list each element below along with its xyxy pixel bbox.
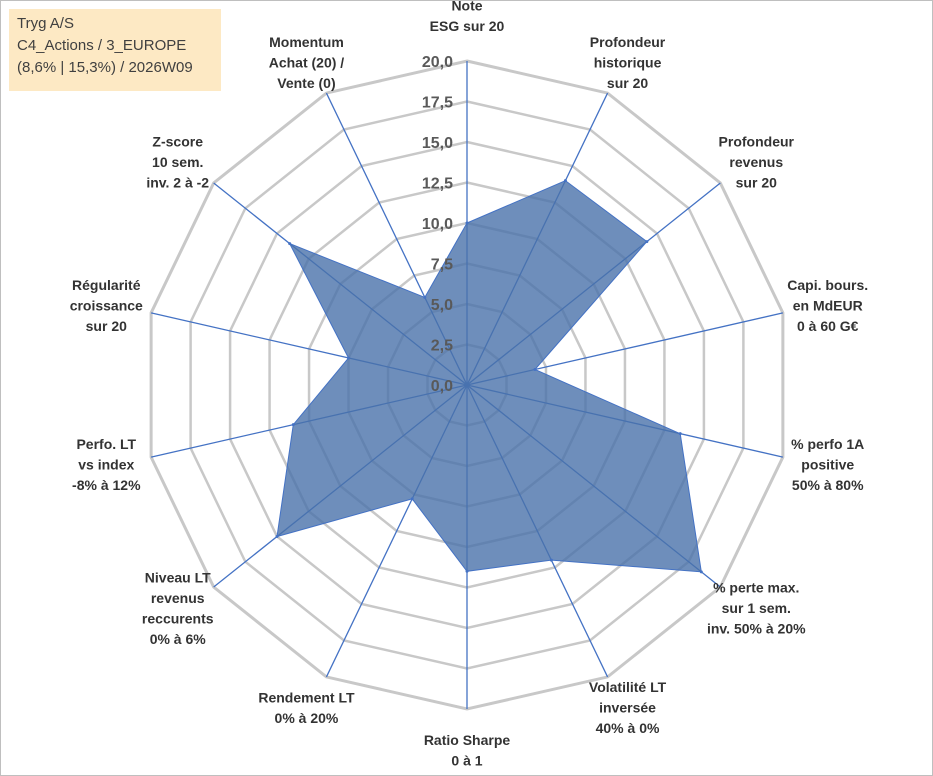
data-point-0 [465, 221, 469, 225]
axis-label-11: Régularité croissance sur 20 [70, 277, 143, 334]
axis-label-line: 0 à 1 [451, 753, 482, 769]
axis-label-1: Profondeur historique sur 20 [590, 34, 666, 91]
axis-label-line: Rendement LT [258, 689, 355, 705]
data-series [275, 179, 703, 574]
axis-label-line: 0 à 60 G€ [797, 318, 859, 334]
axis-label-0: Note ESG sur 20 [430, 0, 505, 34]
data-point-13 [423, 295, 427, 299]
tick-label-4: 10,0 [422, 216, 453, 233]
axis-label-line: % perfo 1A [791, 436, 864, 452]
data-point-6 [549, 558, 553, 562]
axis-label-line: inv. 2 à -2 [146, 174, 209, 190]
axis-label-9: Niveau LT revenus reccurents 0% à 6% [142, 569, 214, 647]
data-point-12 [288, 242, 292, 246]
data-point-5 [699, 570, 703, 574]
axis-label-line: Achat (20) / [269, 54, 345, 70]
tick-label-8: 20,0 [422, 54, 453, 71]
axis-label-line: Ratio Sharpe [424, 732, 511, 748]
tick-label-5: 12,5 [422, 176, 453, 193]
axis-label-line: inversée [599, 700, 656, 716]
axis-label-line: Vente (0) [277, 75, 335, 91]
axis-label-line: inv. 50% à 20% [707, 621, 806, 637]
axis-label-line: Momentum [269, 34, 344, 50]
axis-label-line: 10 sem. [152, 154, 203, 170]
axis-label-8: Rendement LT 0% à 20% [258, 689, 355, 726]
axis-label-line: % perte max. [713, 580, 799, 596]
data-point-10 [291, 423, 295, 427]
axis-label-5: % perte max. sur 1 sem. inv. 50% à 20% [707, 580, 806, 637]
axis-label-line: sur 20 [86, 318, 127, 334]
axis-label-line: positive [801, 457, 854, 473]
axis-label-line: Profondeur [719, 133, 795, 149]
axis-label-3: Capi. bours. en MdEUR 0 à 60 G€ [787, 277, 868, 334]
company-name: Tryg A/S [17, 15, 74, 32]
axis-label-line: Régularité [72, 277, 141, 293]
info-box: Tryg A/S C4_Actions / 3_EUROPE (8,6% | 1… [9, 9, 221, 91]
tick-label-3: 7,5 [431, 257, 453, 274]
axis-label-line: Profondeur [590, 34, 666, 50]
axis-label-line: reccurents [142, 610, 214, 626]
axis-label-line: vs index [78, 457, 134, 473]
data-area [276, 180, 702, 573]
data-point-2 [645, 240, 649, 244]
axis-label-line: sur 20 [736, 174, 777, 190]
data-point-9 [275, 535, 279, 539]
category-label: C4_Actions / 3_EUROPE [17, 37, 187, 54]
axis-label-6: Volatilité LT inversée 40% à 0% [589, 679, 667, 736]
axis-label-line: Note [451, 0, 482, 14]
axis-label-line: historique [594, 54, 662, 70]
axis-label-line: 40% à 0% [596, 720, 660, 736]
axis-label-line: sur 20 [607, 75, 648, 91]
axis-label-line: Volatilité LT [589, 679, 667, 695]
axis-label-line: Perfo. LT [76, 436, 136, 452]
axis-label-line: en MdEUR [793, 297, 863, 313]
tick-labels: 0,0 2,5 5,0 7,5 10,0 12,5 15,0 17,5 20,0 [422, 54, 453, 395]
tick-label-1: 2,5 [431, 338, 453, 355]
data-point-1 [563, 179, 567, 183]
axis-label-line: revenus [151, 590, 205, 606]
axis-labels: Note ESG sur 20 Profondeur historique sur 20… [70, 0, 868, 769]
axis-label-line: 0% à 20% [275, 710, 339, 726]
data-point-4 [678, 432, 682, 436]
data-point-8 [410, 497, 414, 501]
tick-label-6: 15,0 [422, 135, 453, 152]
axis-label-line: sur 1 sem. [722, 600, 791, 616]
data-point-7 [465, 569, 469, 573]
axis-label-7: Ratio Sharpe 0 à 1 [424, 732, 511, 769]
axis-label-line: Niveau LT [145, 569, 211, 585]
axis-label-13: Momentum Achat (20) / Vente (0) [269, 34, 345, 91]
axis-label-2: Profondeur revenus sur 20 [719, 133, 795, 190]
tick-label-0: 0,0 [431, 378, 453, 395]
tick-label-7: 17,5 [422, 95, 453, 112]
axis-label-line: 50% à 80% [792, 477, 864, 493]
axis-label-10: Perfo. LT vs index -8% à 12% [72, 436, 141, 493]
period-label: (8,6% | 15,3%) / 2026W09 [17, 59, 193, 76]
axis-label-line: croissance [70, 297, 143, 313]
axis-label-4: % perfo 1A positive 50% à 80% [791, 436, 864, 493]
axis-label-line: Capi. bours. [787, 277, 868, 293]
axis-label-line: -8% à 12% [72, 477, 141, 493]
axis-label-line: 0% à 6% [150, 631, 207, 647]
axis-label-line: revenus [729, 154, 783, 170]
data-point-3 [533, 367, 537, 371]
data-point-11 [347, 356, 351, 360]
axis-label-line: ESG sur 20 [430, 18, 505, 34]
tick-label-2: 5,0 [431, 297, 453, 314]
axis-label-12: Z-score 10 sem. inv. 2 à -2 [146, 133, 209, 190]
axis-label-line: Z-score [152, 133, 203, 149]
